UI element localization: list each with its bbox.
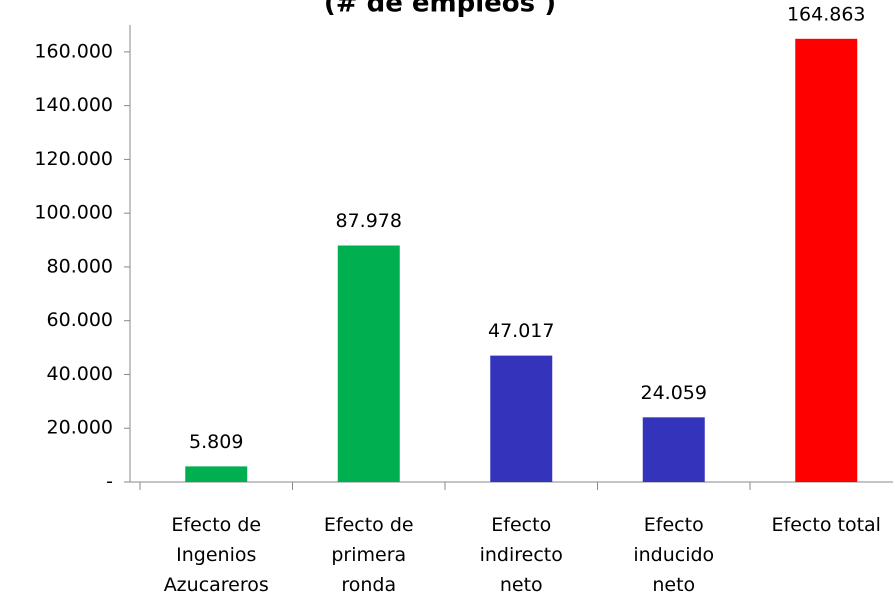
bar (490, 355, 553, 482)
x-tick-label-line: neto (652, 574, 695, 596)
x-tick-label-line: Efecto de (171, 514, 261, 536)
x-tick-label: Efecto de primera ronda (324, 514, 414, 596)
x-tick-label-line: ronda (341, 574, 396, 596)
x-tick-label-line: primera (331, 544, 406, 566)
bar (185, 466, 248, 482)
x-tick-label-line: Efecto (644, 514, 704, 536)
x-tick-label-line: inducido (633, 544, 714, 566)
value-label: 87.978 (336, 210, 402, 232)
value-label: 5.809 (189, 431, 243, 453)
x-tick-label-line: Efecto (491, 514, 551, 536)
x-tick-label-line: Efecto de (324, 514, 414, 536)
y-tick-label: 120.000 (34, 148, 113, 170)
x-tick-label: Efecto de Ingenios Azucareros (164, 514, 269, 596)
x-tick-label-line: indirecto (480, 544, 563, 566)
x-tick-label-line: Efecto total (772, 514, 881, 536)
y-tick-label: 80.000 (47, 255, 113, 277)
bar (337, 245, 400, 482)
y-tick-label: 160.000 (34, 40, 113, 62)
y-tick-label: - (106, 471, 113, 493)
y-tick-label: 40.000 (47, 363, 113, 385)
bar (795, 38, 858, 483)
x-tick-label: Efecto inducido neto (633, 514, 714, 596)
y-tick-label: 20.000 (47, 417, 113, 439)
y-tick-label: 100.000 (34, 202, 113, 224)
value-label: 164.863 (787, 3, 866, 25)
y-tick-label: 140.000 (34, 94, 113, 116)
y-tick-label: 60.000 (47, 309, 113, 331)
value-label: 24.059 (641, 382, 707, 404)
value-label: 47.017 (488, 320, 554, 342)
bar (642, 417, 705, 482)
x-tick-label: Efecto total (772, 514, 881, 536)
x-tick-label-line: neto (500, 574, 543, 596)
x-tick-label-line: Ingenios (176, 544, 256, 566)
chart-title: (# de empleos ) (324, 0, 556, 19)
x-tick-label: Efecto indirecto neto (480, 514, 563, 596)
x-tick-label-line: Azucareros (164, 574, 269, 596)
